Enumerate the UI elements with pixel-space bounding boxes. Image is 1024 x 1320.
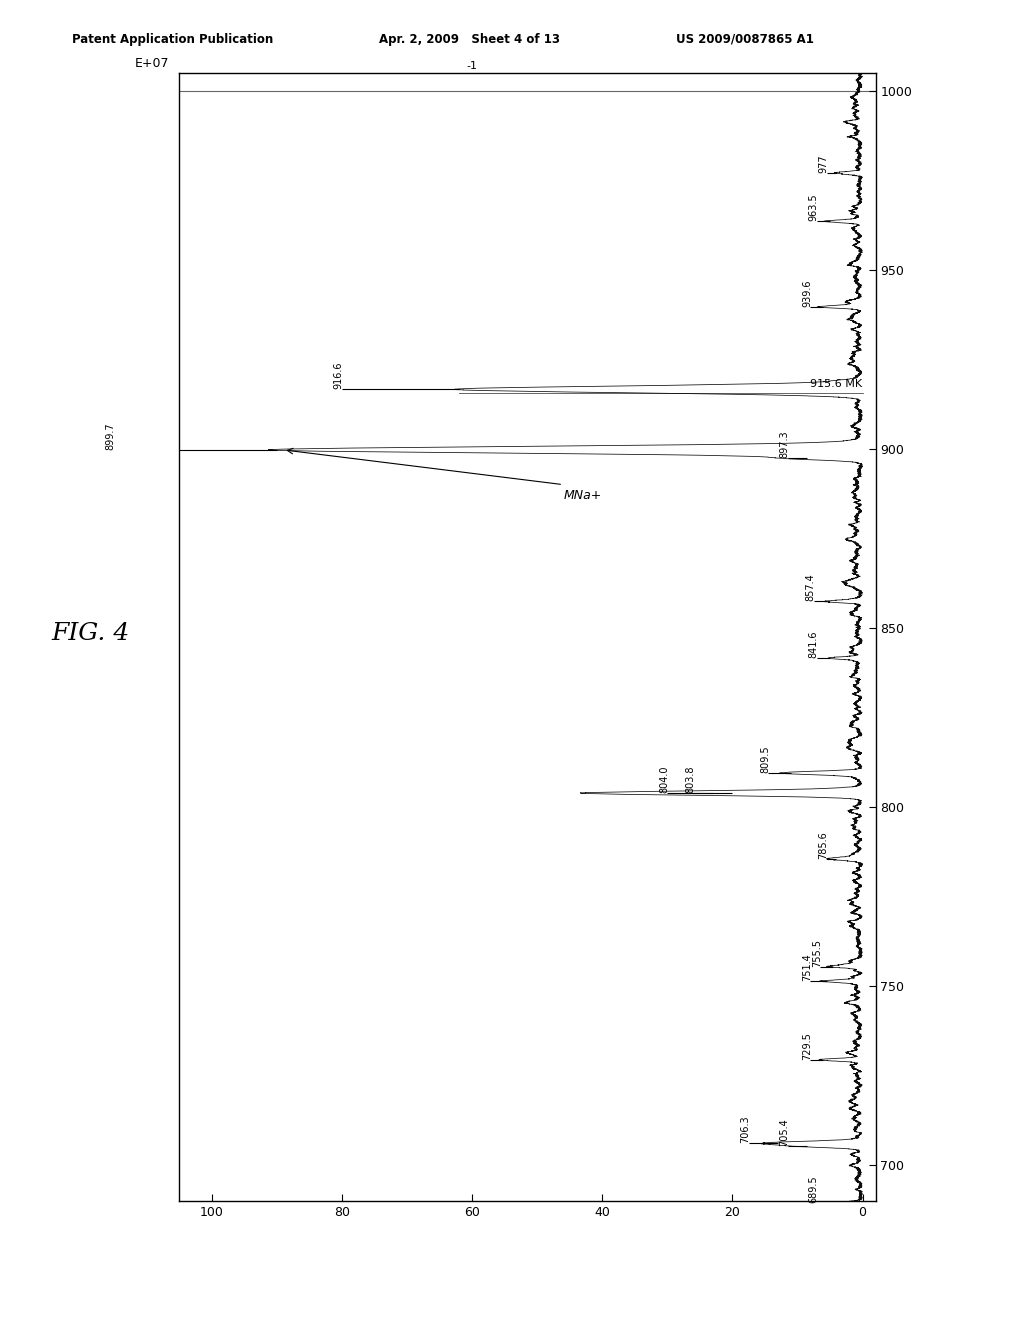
Text: E+07: E+07 <box>134 57 169 70</box>
Text: 916.6: 916.6 <box>334 362 344 389</box>
Text: MNa+: MNa+ <box>563 488 602 502</box>
Text: 963.5: 963.5 <box>809 194 819 222</box>
Text: 857.4: 857.4 <box>806 574 815 602</box>
Text: 705.4: 705.4 <box>779 1118 790 1146</box>
Text: 755.5: 755.5 <box>812 939 822 966</box>
Text: 977: 977 <box>818 154 828 173</box>
Text: 939.6: 939.6 <box>802 280 812 308</box>
Text: 751.4: 751.4 <box>802 953 812 981</box>
Text: 899.7: 899.7 <box>105 422 116 450</box>
Text: Apr. 2, 2009   Sheet 4 of 13: Apr. 2, 2009 Sheet 4 of 13 <box>379 33 560 46</box>
Text: 841.6: 841.6 <box>809 631 819 659</box>
Text: -1: -1 <box>466 61 477 71</box>
Text: 689.5: 689.5 <box>809 1175 819 1203</box>
Text: 915.6 MK: 915.6 MK <box>810 379 862 389</box>
Text: 803.8: 803.8 <box>685 766 695 793</box>
Text: FIG. 4: FIG. 4 <box>51 622 129 645</box>
Text: Patent Application Publication: Patent Application Publication <box>72 33 273 46</box>
Text: 897.3: 897.3 <box>779 430 790 458</box>
Text: 804.0: 804.0 <box>659 766 669 793</box>
Text: 706.3: 706.3 <box>740 1115 751 1143</box>
Text: 729.5: 729.5 <box>802 1032 812 1060</box>
Text: US 2009/0087865 A1: US 2009/0087865 A1 <box>676 33 814 46</box>
Text: 785.6: 785.6 <box>818 830 828 859</box>
Text: 809.5: 809.5 <box>760 746 770 774</box>
